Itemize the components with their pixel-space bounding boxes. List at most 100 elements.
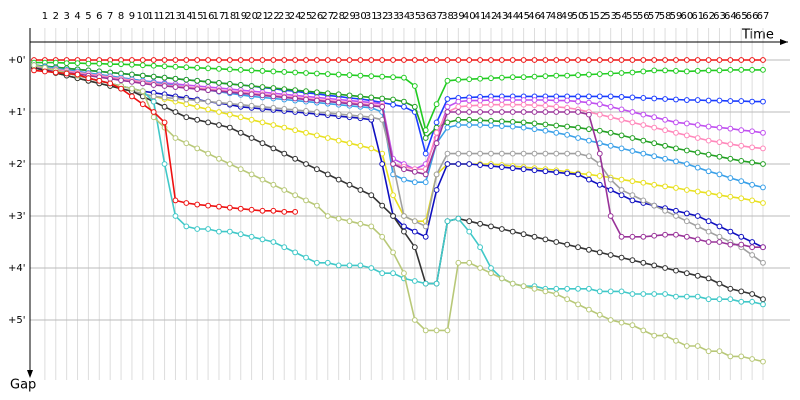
point [183,140,190,147]
point [760,57,766,63]
point [466,116,473,123]
point [673,231,679,238]
point [673,185,679,191]
point [542,109,549,115]
point [466,76,473,83]
point [216,109,222,115]
point [237,57,244,63]
point [727,353,734,360]
point [531,167,538,174]
point [542,150,549,157]
point [324,90,331,97]
point [651,291,658,297]
point [281,105,288,112]
point [357,220,364,227]
point [248,57,255,63]
point [270,85,277,91]
point [107,80,114,87]
point [41,68,48,75]
point [422,135,429,141]
point [346,72,353,78]
point [401,98,407,105]
point [716,296,723,303]
point [607,213,614,219]
point [564,97,571,104]
point [738,178,745,185]
point [216,155,222,162]
point [324,57,331,63]
point [226,124,233,131]
point [738,142,745,149]
point [411,244,418,251]
point [237,114,244,121]
point [216,99,222,106]
y-tick-label: +4' [8,263,26,274]
point [379,161,386,167]
point [477,150,484,157]
point [237,231,244,238]
point [520,166,527,173]
point [411,317,418,323]
point [705,239,712,245]
x-tick-label: 37 [430,11,443,22]
point [259,119,266,126]
point [716,124,723,131]
point [303,129,309,136]
point [498,57,505,63]
point [96,77,103,84]
point [705,190,712,197]
point [542,127,549,134]
point [357,187,364,193]
point [673,267,679,274]
point [226,204,233,211]
point [749,181,756,188]
point [216,79,222,86]
point [629,119,636,126]
point [455,103,462,110]
point [760,244,766,251]
point [303,88,309,95]
point [466,57,473,63]
point [640,150,647,157]
point [411,278,418,284]
point [433,129,440,136]
point [270,122,277,128]
point [640,233,647,240]
point [564,285,571,292]
point [346,100,353,107]
point [564,170,571,177]
point [683,68,690,75]
point [216,65,222,72]
point [640,111,647,118]
point [640,68,647,75]
point [183,223,190,230]
point [531,102,538,109]
point [618,176,625,183]
x-tick-label: 50 [572,11,585,22]
point [520,74,527,81]
point [520,97,527,103]
point [607,187,614,193]
point [205,226,211,232]
point [651,153,658,160]
point [237,166,244,173]
point [455,150,462,157]
point [205,87,211,94]
point [662,155,668,162]
point [596,311,603,318]
point [390,96,396,103]
point [292,57,299,63]
point [694,135,701,141]
point [205,57,211,63]
point [292,208,299,215]
point [422,327,429,334]
point [618,70,625,76]
point [760,301,766,308]
point [368,265,375,271]
point [662,265,668,271]
point [205,150,211,157]
x-tick-label: 28 [332,11,345,22]
point [749,244,756,251]
point [705,275,712,282]
point [455,259,462,266]
